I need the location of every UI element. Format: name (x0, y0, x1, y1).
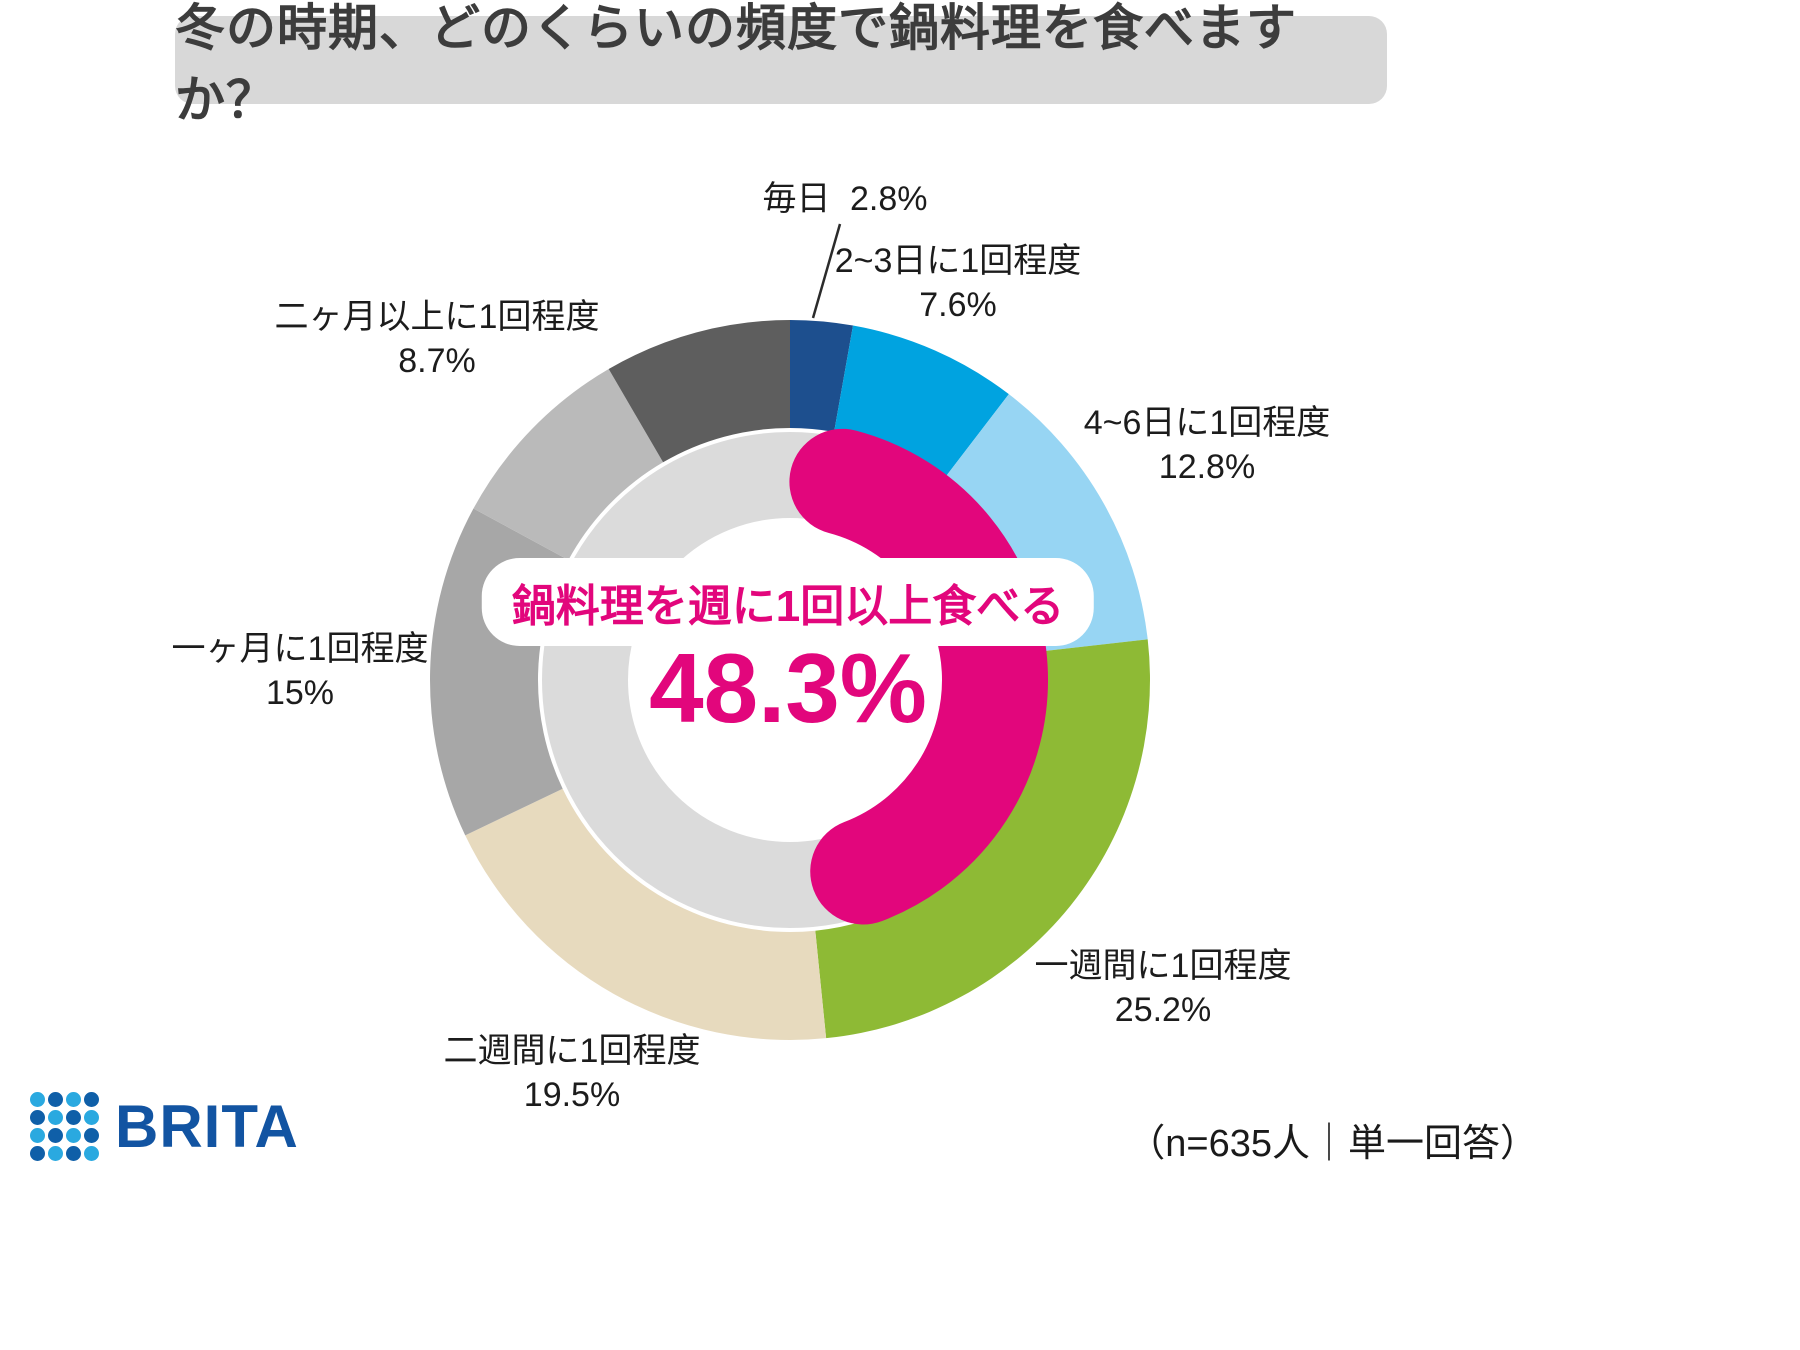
brita-logo-dot (84, 1092, 99, 1107)
brita-logo-dot (66, 1092, 81, 1107)
brita-logo-dot (66, 1110, 81, 1125)
segment-label-weekly: 一週間に1回程度 25.2% (1035, 945, 1292, 1032)
brita-logo-dot (84, 1146, 99, 1161)
segment-label-biweekly: 二週間に1回程度 19.5% (444, 1030, 701, 1117)
donut-segment-2 (943, 394, 1148, 652)
segment-label-text: 一ヶ月に1回程度 (171, 630, 429, 668)
donut-segment-4 (465, 788, 827, 1040)
segment-label-monthly: 一ヶ月に1回程度 15% (172, 628, 429, 715)
brita-logo-mark (30, 1092, 99, 1161)
brita-logo-dot (84, 1110, 99, 1125)
brita-logo-text: BRITA (115, 1093, 299, 1160)
segment-label-text: 二ヶ月以上に1回程度 (274, 298, 600, 336)
brita-logo-dot (30, 1092, 45, 1107)
segment-label-value: 2.8% (849, 180, 928, 218)
brita-logo-dot (48, 1128, 63, 1143)
segment-label-text: 2~3日に1回程度 (834, 242, 1082, 280)
segment-label-everyday: 毎日 2.8% (763, 178, 928, 222)
segment-label-every-2-3-days: 2~3日に1回程度 7.6% (835, 240, 1082, 327)
brita-logo-dot (48, 1146, 63, 1161)
segment-label-value: 15% (265, 673, 335, 712)
segment-label-value: 12.8% (1158, 447, 1256, 486)
brita-logo-dot (30, 1146, 45, 1161)
brita-logo-dot (84, 1128, 99, 1143)
segment-label-bimonthly: 二ヶ月以上に1回程度 8.7% (275, 296, 600, 383)
highlight-callout: 鍋料理を週に1回以上食べる (481, 558, 1095, 646)
brita-logo-dot (30, 1110, 45, 1125)
highlight-arc (789, 428, 1048, 925)
segment-label-text: 毎日 (762, 180, 831, 218)
leader-line-everyday (811, 223, 842, 319)
segment-label-value: 8.7% (398, 341, 476, 380)
segment-label-value: 7.6% (919, 285, 997, 324)
segment-label-every-4-6-days: 4~6日に1回程度 12.8% (1084, 402, 1331, 489)
brita-logo-dot (66, 1128, 81, 1143)
brita-logo-dot (30, 1128, 45, 1143)
donut-outer-ring (430, 320, 1150, 1040)
segment-label-text: 二週間に1回程度 (443, 1032, 701, 1070)
segment-label-value: 19.5% (523, 1075, 621, 1114)
brita-logo-dot (48, 1092, 63, 1107)
segment-label-text: 4~6日に1回程度 (1083, 404, 1331, 442)
highlight-percentage: 48.3% (649, 633, 927, 743)
sample-note: （n=635人｜単一回答） (1127, 1123, 1538, 1165)
donut-segment-7 (608, 320, 790, 463)
segment-label-value: 25.2% (1114, 990, 1212, 1029)
donut-segment-3 (815, 639, 1150, 1039)
donut-segment-0 (790, 320, 854, 432)
brita-logo-dot (48, 1110, 63, 1125)
brita-logo: BRITA (30, 1092, 299, 1161)
segment-label-text: 一週間に1回程度 (1034, 947, 1292, 985)
brita-logo-dot (66, 1146, 81, 1161)
donut-segment-6 (473, 368, 664, 560)
